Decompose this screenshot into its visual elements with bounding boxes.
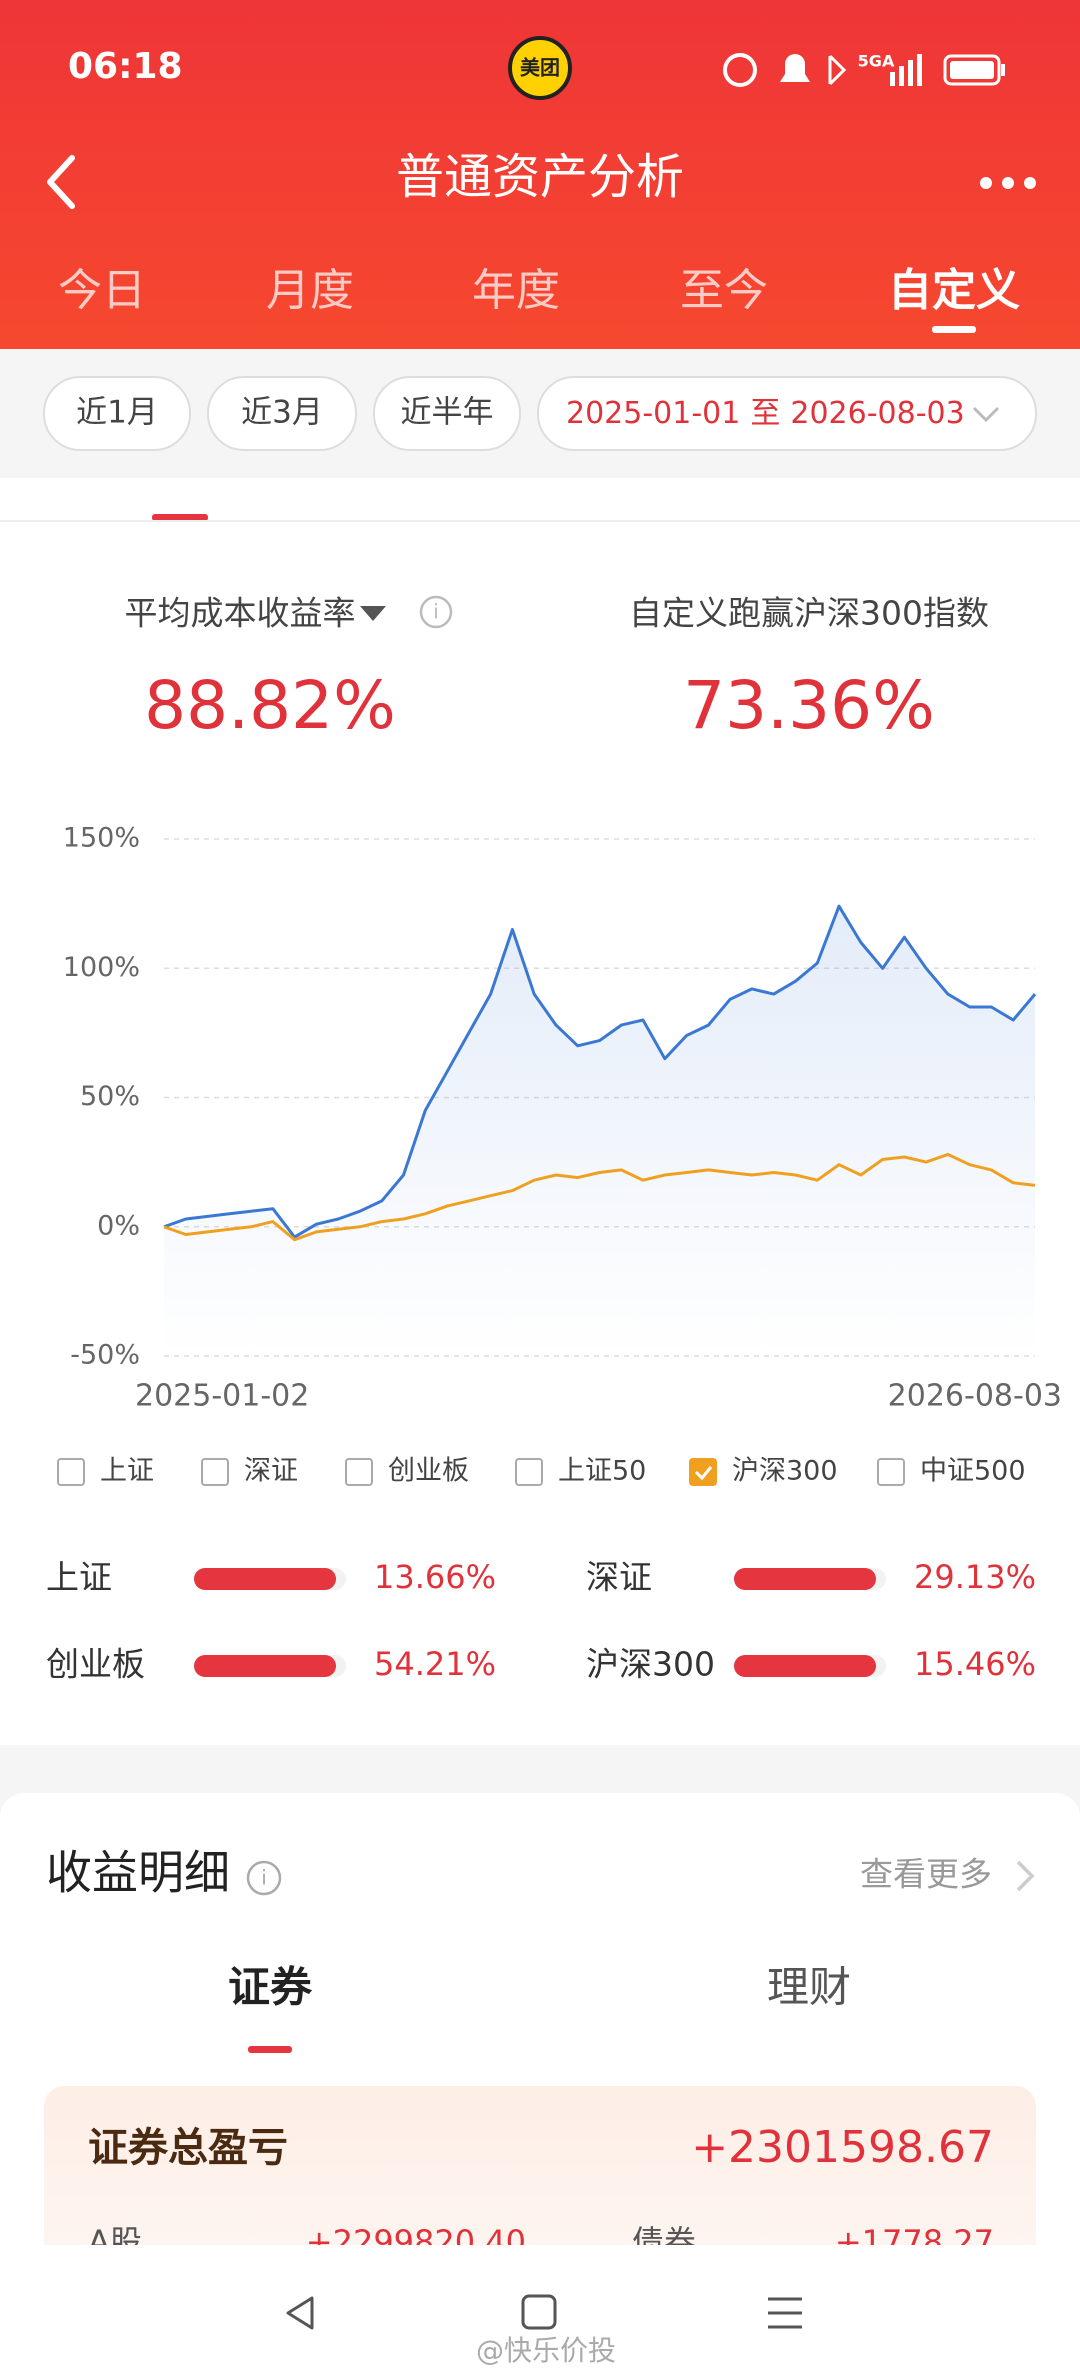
watermark: @快乐价投 — [476, 2334, 616, 2367]
legend: 上证 深证 创业板 上证50 沪深300 中证500 — [57, 1456, 1026, 1487]
detail-tabs: 证券 理财 — [228, 1963, 851, 2053]
detail-info-icon[interactable] — [246, 1860, 282, 1896]
y-tick-label: 150% — [63, 823, 140, 854]
series-line — [163, 1152, 1036, 1242]
legend-label: 深证 — [244, 1456, 298, 1487]
y-tick-label: 0% — [97, 1210, 140, 1241]
series-area — [164, 906, 1035, 1356]
legend-check — [694, 1466, 713, 1481]
tab[interactable]: 自定义 — [888, 265, 1020, 316]
bar-fill — [194, 1568, 336, 1590]
date-start: 2025-01-01 — [566, 396, 740, 431]
index-value: 13.66% — [374, 1558, 496, 1596]
filter-chip[interactable] — [43, 376, 191, 451]
legend-checkbox[interactable] — [515, 1458, 543, 1486]
index-name: 沪深300 — [586, 1645, 715, 1684]
legend-label: 上证 — [100, 1456, 154, 1487]
legend-checkbox[interactable] — [201, 1458, 229, 1486]
y-tick-label: 100% — [63, 952, 140, 983]
date-range: 2025-01-01 至 2026-08-03 — [566, 396, 965, 431]
date-chevron — [972, 406, 1000, 423]
legend-label: 中证500 — [920, 1456, 1026, 1487]
app-badge-bg — [508, 36, 572, 100]
detail-info-glyph: i — [261, 1866, 267, 1890]
info-glyph: i — [433, 600, 439, 624]
metric-dropdown[interactable] — [360, 606, 386, 621]
info-icon[interactable] — [419, 595, 453, 629]
total-value: +2301598.67 — [691, 2122, 994, 2173]
y-tick-label: 50% — [80, 1081, 140, 1112]
filter-chip-label: 近3月 — [241, 395, 323, 431]
tab[interactable]: 今日 — [58, 265, 146, 316]
index-returns: 上证 13.66% 深证 29.13% 创业板 54.21% 沪深300 15.46% — [46, 1558, 1036, 1684]
index-value: 29.13% — [914, 1558, 1036, 1596]
bar-fill — [734, 1655, 876, 1677]
nav-menu[interactable] — [768, 2297, 802, 2329]
app-badge: 美团 — [520, 56, 560, 80]
nav-home[interactable] — [521, 2294, 557, 2330]
legend-checkbox[interactable] — [689, 1458, 717, 1486]
detail-tab[interactable]: 证券 — [228, 1963, 313, 2012]
network-label: 5GA — [858, 52, 895, 71]
metric-value: 88.82% — [144, 667, 396, 744]
status-icons — [723, 53, 1005, 87]
metric-value: 73.36% — [683, 667, 935, 744]
legend-checkbox[interactable] — [345, 1458, 373, 1486]
index-name: 深证 — [586, 1558, 652, 1597]
series-line — [163, 904, 1037, 1239]
more-link[interactable]: 查看更多 — [860, 1855, 992, 1894]
more-button[interactable] — [980, 177, 1036, 189]
tab-underline — [932, 326, 976, 333]
metrics: 平均成本收益率 88.82% 自定义跑赢沪深300指数 73.36% — [125, 594, 990, 745]
legend-checkbox[interactable] — [877, 1458, 905, 1486]
tab[interactable]: 至今 — [680, 265, 768, 316]
tab-bar: 今日 月度 年度 至今 自定义 — [58, 265, 1020, 333]
date-range-chip[interactable] — [537, 376, 1037, 451]
detail-tab-underline — [248, 2046, 292, 2053]
metric-label: 自定义跑赢沪深300指数 — [629, 594, 989, 633]
more-chevron — [1016, 1860, 1035, 1892]
back-button[interactable] — [47, 155, 75, 209]
chart: 150% 100% 50% 0% -50% 2025-01-02 2026-08-03 — [63, 823, 1062, 1414]
index-name: 创业板 — [46, 1645, 145, 1684]
filter-chip[interactable] — [373, 376, 521, 451]
nav-bar — [0, 2245, 1080, 2377]
detail-tab[interactable]: 理财 — [767, 1963, 851, 2012]
filter-chip[interactable] — [207, 376, 357, 451]
legend-checkbox[interactable] — [57, 1458, 85, 1486]
date-sep: 至 — [750, 396, 780, 431]
date-end: 2026-08-03 — [790, 396, 964, 431]
tab[interactable]: 年度 — [472, 265, 560, 316]
index-name: 上证 — [46, 1558, 112, 1597]
filter-chip-label: 近半年 — [401, 395, 494, 431]
status-time: 06:18 — [68, 46, 183, 87]
legend-label: 创业板 — [388, 1456, 469, 1487]
bar-fill — [194, 1655, 336, 1677]
total-label: 证券总盈亏 — [88, 2125, 288, 2171]
nav-back[interactable] — [286, 2296, 314, 2330]
tab[interactable]: 月度 — [266, 265, 354, 316]
filter-chip-label: 近1月 — [76, 395, 158, 431]
legend-label: 沪深300 — [732, 1456, 838, 1487]
y-tick-label: -50% — [70, 1340, 140, 1371]
index-value: 15.46% — [914, 1645, 1036, 1683]
header-title: 普通资产分析 — [396, 149, 684, 205]
x-tick-label: 2025-01-02 — [135, 1379, 309, 1414]
metric-label: 平均成本收益率 — [125, 594, 356, 633]
index-value: 54.21% — [374, 1645, 496, 1683]
bar-fill — [734, 1568, 876, 1590]
detail-title: 收益明细 — [46, 1846, 230, 1900]
x-tick-label: 2026-08-03 — [888, 1379, 1062, 1414]
legend-label: 上证50 — [558, 1456, 646, 1487]
filter-chips: 近1月 近3月 近半年 — [43, 376, 521, 451]
section-indicator — [152, 514, 208, 521]
